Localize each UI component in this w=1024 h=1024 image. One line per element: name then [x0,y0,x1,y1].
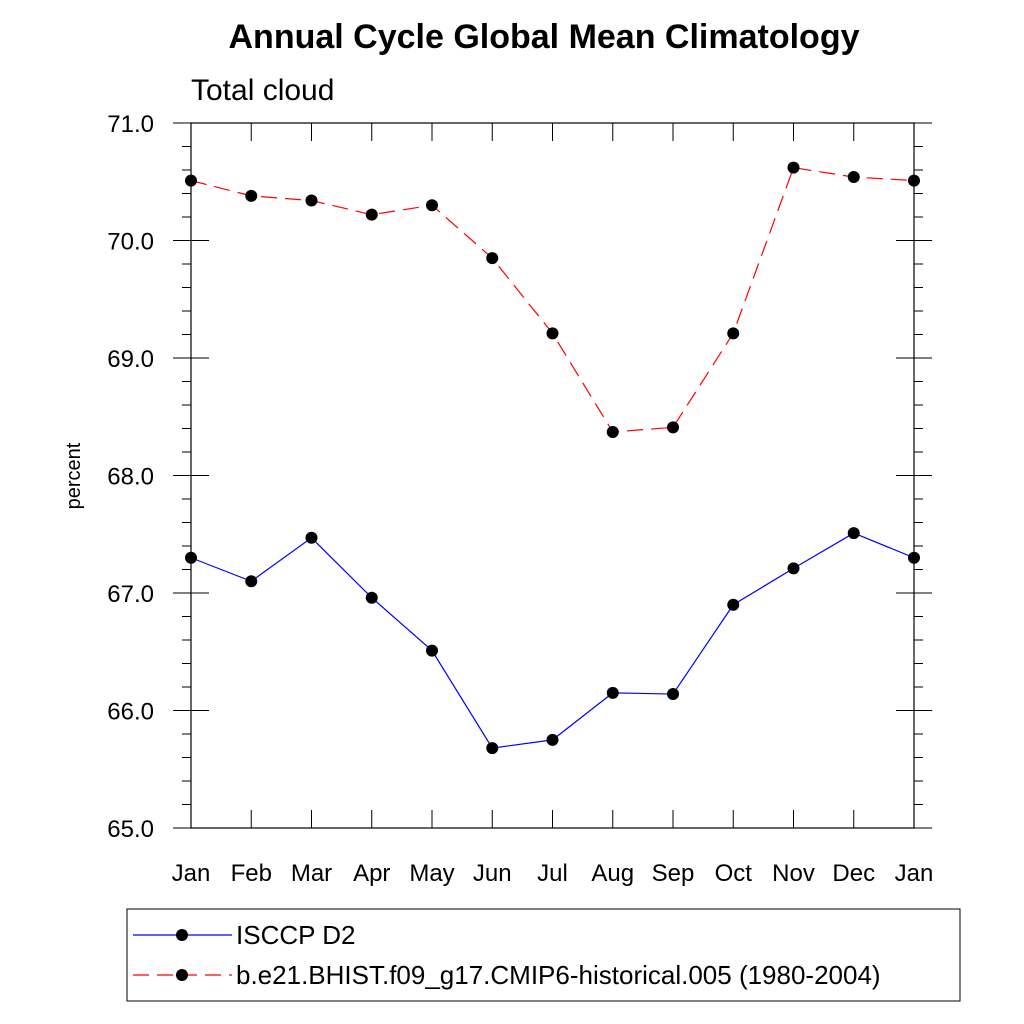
y-axis-label: percent [63,442,85,509]
x-tick-label: Jan [172,860,211,887]
data-point-series-1 [546,733,559,746]
x-tick-labels: Jan Feb Mar Apr May Jun Jul Aug Sep Oct Nov Dec Jan [172,860,934,887]
data-point-series-1 [305,531,318,544]
data-point-series-1 [847,527,860,540]
data-point-series-2 [667,421,679,434]
data-point-series-2 [245,189,258,202]
data-point-series-2 [787,161,800,174]
data-point-series-2 [847,171,860,184]
data-point-series-1 [185,551,197,564]
data-point-series-2 [727,327,740,340]
x-tick-label: Nov [772,860,815,887]
data-point-series-2 [305,194,318,207]
legend: ISCCP D2 b.e21.BHIST.f09_g17.CMIP6-histo… [126,908,961,1002]
x-tick-label: Feb [231,860,272,887]
data-point-series-2 [365,208,378,221]
data-point-series-1 [606,686,619,699]
y-tick-label: 67.0 [107,581,154,608]
x-tick-label: Oct [715,860,753,887]
y-tick-label: 68.0 [107,464,154,491]
legend-marker-series-1 [176,929,188,941]
data-point-series-2 [426,199,438,212]
data-point-series-1 [727,598,740,611]
chart-title: Annual Cycle Global Mean Climatology [229,18,860,56]
y-tick-label: 70.0 [107,229,154,256]
legend-box [126,908,961,1002]
x-tick-label: Sep [652,860,695,887]
y-tick-label: 71.0 [107,111,154,138]
data-point-series-1 [426,644,438,657]
data-point-series-1 [908,551,920,564]
series-line-1 [190,532,915,749]
data-point-series-2 [606,426,619,439]
data-point-series-2 [185,174,197,187]
series-markers [185,161,920,755]
data-point-series-1 [486,742,499,755]
plot-frame [190,122,915,829]
x-tick-label: Aug [591,860,634,887]
x-tick-label: Jun [473,860,512,887]
data-point-series-1 [365,591,378,604]
y-tick-label: 65.0 [107,816,154,843]
data-point-series-1 [667,688,679,701]
chart-subtitle: Total cloud [191,74,334,107]
x-tick-label: Mar [291,860,332,887]
data-point-series-2 [486,252,499,265]
data-point-series-1 [245,575,258,588]
axis-ticks [173,122,932,829]
data-point-series-2 [546,327,559,340]
y-tick-label: 69.0 [107,346,154,373]
y-tick-labels: 65.0 66.0 67.0 68.0 69.0 70.0 71.0 [107,111,154,843]
series-line-2 [190,166,915,433]
series-lines [190,166,915,749]
data-point-series-2 [908,174,920,187]
data-point-series-1 [787,562,800,575]
legend-label-series-2: b.e21.BHIST.f09_g17.CMIP6-historical.005… [236,960,881,990]
legend-marker-series-2 [176,969,188,981]
y-tick-label: 66.0 [107,699,154,726]
legend-label-series-1: ISCCP D2 [236,920,355,950]
x-tick-label: Jan [895,860,934,887]
x-tick-label: Jul [537,860,568,887]
x-tick-label: Apr [353,860,390,887]
x-tick-label: Dec [832,860,875,887]
x-tick-label: May [409,860,454,887]
